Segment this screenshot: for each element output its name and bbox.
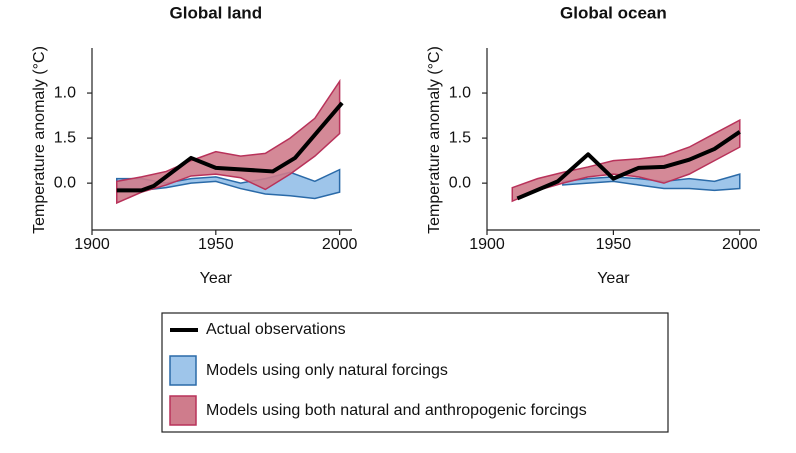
y-tick-label: 0.0	[54, 174, 76, 191]
x-tick-label: 1900	[74, 236, 110, 253]
x-tick-label: 1950	[198, 236, 234, 253]
legend-label: Models using both natural and anthropoge…	[206, 402, 587, 419]
y-axis-label: Temperature anomaly (°C)	[426, 46, 443, 234]
y-tick-label: 1.5	[54, 129, 76, 146]
legend-label: Actual observations	[206, 321, 346, 338]
y-tick-label: 1.0	[449, 84, 471, 101]
x-axis-label: Year	[597, 270, 630, 287]
x-tick-label: 1950	[596, 236, 632, 253]
y-tick-label: 1.5	[449, 129, 471, 146]
observation-line	[116, 101, 344, 193]
model-band	[562, 173, 741, 192]
legend-label: Models using only natural forcings	[206, 362, 448, 379]
x-tick-label: 1900	[469, 236, 505, 253]
chart-title: Global ocean	[560, 3, 667, 22]
y-tick-label: 0.0	[449, 174, 471, 191]
legend-box	[161, 312, 669, 433]
observation-line	[516, 130, 741, 201]
x-axis-label: Year	[200, 270, 233, 287]
chart-title: Global land	[170, 3, 263, 22]
legend-swatch	[169, 355, 197, 386]
x-tick-label: 2000	[722, 236, 758, 253]
x-tick-label: 2000	[322, 236, 358, 253]
legend-swatch	[169, 395, 197, 426]
y-axis-label: Temperature anomaly (°C)	[31, 46, 48, 234]
y-tick-label: 1.0	[54, 84, 76, 101]
